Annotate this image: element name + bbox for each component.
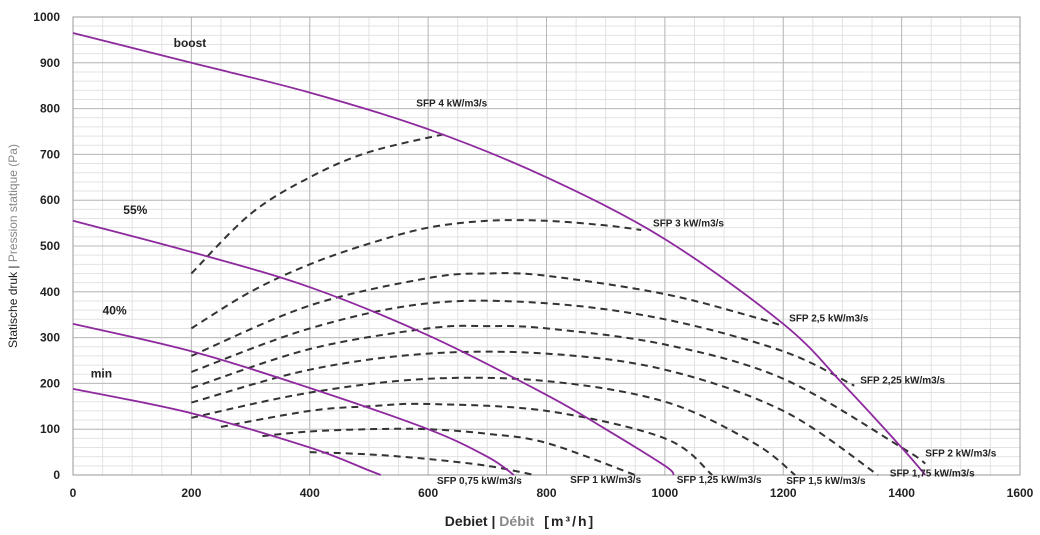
y-tick-label: 700: [40, 147, 60, 161]
x-tick-label: 0: [70, 486, 77, 500]
y-tick-label: 500: [40, 239, 60, 253]
y-tick-label: 0: [53, 468, 60, 482]
x-tick-label: 800: [536, 486, 556, 500]
sfp-curve-label: SFP 2,25 kW/m3/s: [860, 375, 945, 386]
sfp-curve-label: SFP 4 kW/m3/s: [416, 98, 487, 109]
sfp-curve-line: [191, 299, 855, 387]
sfp-curve-label: SFP 1,25 kW/m3/s: [677, 475, 762, 486]
sfp-curve-line: [190, 132, 447, 275]
x-axis-title-part1: Debiet: [445, 513, 488, 529]
x-axis-ticks: 0 200 400 600 800 1000 1200 1400 1600: [70, 486, 1034, 500]
sfp-curve-line: [262, 427, 636, 476]
fan-curves: [72, 32, 926, 476]
x-tick-label: 1200: [770, 486, 797, 500]
fan-curve-line: [72, 219, 675, 476]
x-axis-title: Debiet | Débit [m³/h]: [445, 513, 595, 529]
sfp-curve-label: SFP 1 kW/m3/s: [570, 475, 641, 486]
sfp-curve-line: [220, 402, 713, 476]
fan-curve-line: [72, 32, 926, 476]
sfp-curve-line: [191, 376, 796, 476]
sfp-curve-label: SFP 2 kW/m3/s: [925, 449, 996, 460]
y-tick-label: 400: [40, 285, 60, 299]
plot-border: [72, 16, 1021, 476]
x-tick-label: 1600: [1007, 486, 1034, 500]
x-tick-label: 1400: [888, 486, 915, 500]
sfp-curve-label: SFP 1,5 kW/m3/s: [786, 476, 866, 487]
sfp-curve-label: SFP 3 kW/m3/s: [653, 218, 724, 229]
y-axis-title-part2: Pression statique (Pa): [6, 144, 20, 262]
sfp-curves: [190, 132, 926, 476]
x-axis-title-separator: |: [488, 513, 500, 529]
sfp-curve-label: SFP 2,5 kW/m3/s: [789, 314, 869, 325]
sfp-curve-line: [190, 219, 642, 330]
y-tick-label: 900: [40, 56, 60, 70]
x-tick-label: 1000: [652, 486, 679, 500]
fan-curve-line: [72, 388, 382, 476]
major-grid: [72, 16, 1021, 476]
x-axis-title-part2: Débit: [499, 513, 534, 529]
y-tick-label: 600: [40, 193, 60, 207]
x-axis-title-unit: [m³/h]: [544, 513, 595, 529]
y-tick-label: 100: [40, 422, 60, 436]
fan-curve-label: 40%: [103, 304, 127, 318]
y-axis-ticks: 0 100 200 300 400 500 600 700 800 900 1000: [33, 10, 60, 482]
y-tick-label: 1000: [33, 10, 60, 24]
x-tick-label: 600: [418, 486, 438, 500]
fan-curve-label: 55%: [123, 203, 147, 217]
y-axis-title-separator: |: [6, 262, 20, 272]
sfp-curve-line: [191, 324, 926, 465]
sfp-curve-line: [191, 272, 784, 357]
y-tick-label: 300: [40, 331, 60, 345]
sfp-curve-labels: SFP 4 kW/m3/s SFP 3 kW/m3/s SFP 2,5 kW/m3/…: [416, 98, 996, 487]
sfp-curve-line: [191, 350, 879, 476]
fan-curve-line: [72, 323, 515, 476]
sfp-curve-label: SFP 0,75 kW/m3/s: [437, 476, 522, 487]
x-tick-label: 400: [300, 486, 320, 500]
y-axis-title-part1: Statische druk: [6, 271, 20, 348]
y-axis-title: Statische druk | Pression statique (Pa): [6, 144, 20, 348]
x-tick-label: 200: [181, 486, 201, 500]
fan-curve-labels: boost 55% 40% min: [91, 36, 207, 381]
sfp-curve-line: [309, 451, 535, 476]
y-tick-label: 800: [40, 102, 60, 116]
y-tick-label: 200: [40, 376, 60, 390]
fan-curve-label: min: [91, 366, 112, 380]
fan-curve-label: boost: [174, 36, 207, 50]
sfp-curve-label: SFP 1,75 kW/m3/s: [890, 468, 975, 479]
